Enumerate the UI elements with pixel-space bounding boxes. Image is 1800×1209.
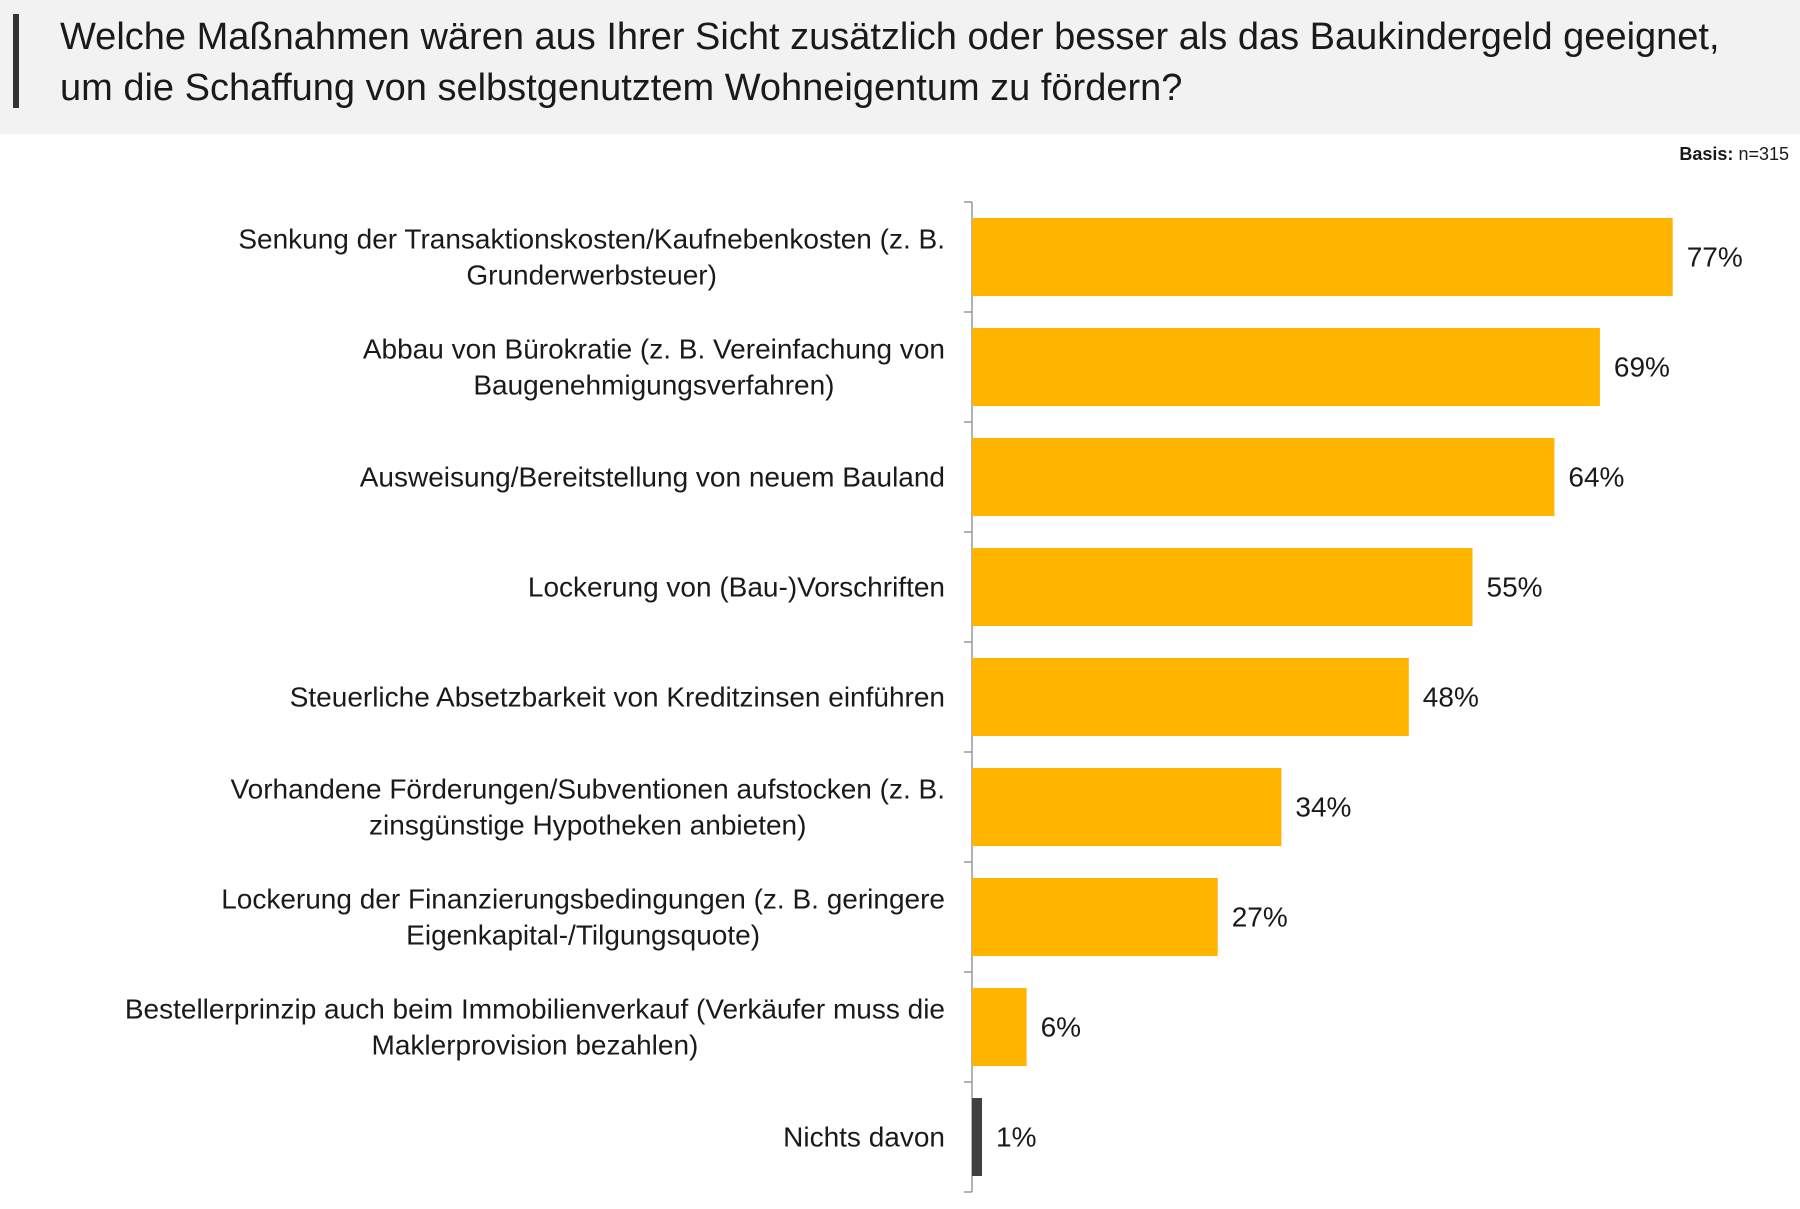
bar	[972, 658, 1409, 736]
bar-value-label: 6%	[1041, 1012, 1081, 1043]
category-label-line: Steuerliche Absetzbarkeit von Kreditzins…	[290, 682, 945, 713]
category-label-line: Bestellerprinzip auch beim Immobilienver…	[125, 994, 945, 1025]
category-label-line: Nichts davon	[783, 1122, 945, 1153]
bar-value-label: 77%	[1687, 242, 1743, 273]
category-label-line: Abbau von Bürokratie (z. B. Vereinfachun…	[363, 334, 945, 365]
basis-value: n=315	[1738, 144, 1789, 164]
header: Welche Maßnahmen wären aus Ihrer Sicht z…	[0, 0, 1800, 134]
bar	[972, 218, 1673, 296]
category-label-line: Grunderwerbsteuer)	[466, 260, 717, 291]
bar	[972, 328, 1600, 406]
category-label: Ausweisung/Bereitstellung von neuem Baul…	[360, 462, 945, 493]
category-label-line: Eigenkapital-/Tilgungsquote)	[406, 920, 760, 951]
bar	[972, 1098, 982, 1176]
bar-value-label: 64%	[1568, 462, 1624, 493]
bar	[972, 878, 1218, 956]
category-label: Bestellerprinzip auch beim Immobilienver…	[125, 994, 945, 1061]
category-label-line: Lockerung von (Bau-)Vorschriften	[528, 572, 945, 603]
basis-label: Basis:	[1679, 144, 1734, 164]
category-label: Abbau von Bürokratie (z. B. Vereinfachun…	[363, 334, 945, 401]
category-label: Vorhandene Förderungen/Subventionen aufs…	[231, 774, 946, 841]
category-label-line: Lockerung der Finanzierungsbedingungen (…	[221, 884, 945, 915]
axis-layer	[964, 201, 973, 1193]
bar	[972, 548, 1473, 626]
category-label: Senkung der Transaktionskosten/Kaufneben…	[238, 224, 945, 291]
question-title: Welche Maßnahmen wären aus Ihrer Sicht z…	[60, 16, 1720, 109]
category-label-line: Baugenehmigungsverfahren)	[473, 370, 834, 401]
category-label: Lockerung der Finanzierungsbedingungen (…	[221, 884, 945, 951]
bar-layer	[972, 218, 1673, 1176]
header-accent-bar	[13, 14, 19, 108]
bar	[972, 768, 1282, 846]
bar	[972, 988, 1027, 1066]
bar-value-label: 69%	[1614, 352, 1670, 383]
bar-value-label: 34%	[1295, 792, 1351, 823]
bar	[972, 438, 1555, 516]
category-label-line: Senkung der Transaktionskosten/Kaufneben…	[238, 224, 945, 255]
category-label-line: Ausweisung/Bereitstellung von neuem Baul…	[360, 462, 945, 493]
category-label-line: Maklerprovision bezahlen)	[372, 1030, 699, 1061]
category-label: Steuerliche Absetzbarkeit von Kreditzins…	[290, 682, 945, 713]
category-label: Lockerung von (Bau-)Vorschriften	[528, 572, 945, 603]
category-label: Nichts davon	[783, 1122, 945, 1153]
bar-value-label: 27%	[1232, 902, 1288, 933]
basis-note: Basis: n=315	[1679, 144, 1789, 165]
bar-value-label: 48%	[1423, 682, 1479, 713]
label-layer: 77% Senkung der Transaktionskosten/Kaufne…	[125, 224, 1743, 1153]
bar-value-label: 1%	[996, 1122, 1036, 1153]
bar-value-label: 55%	[1487, 572, 1543, 603]
category-label-line: zinsgünstige Hypotheken anbieten)	[369, 810, 806, 841]
category-label-line: Vorhandene Förderungen/Subventionen aufs…	[231, 774, 946, 805]
